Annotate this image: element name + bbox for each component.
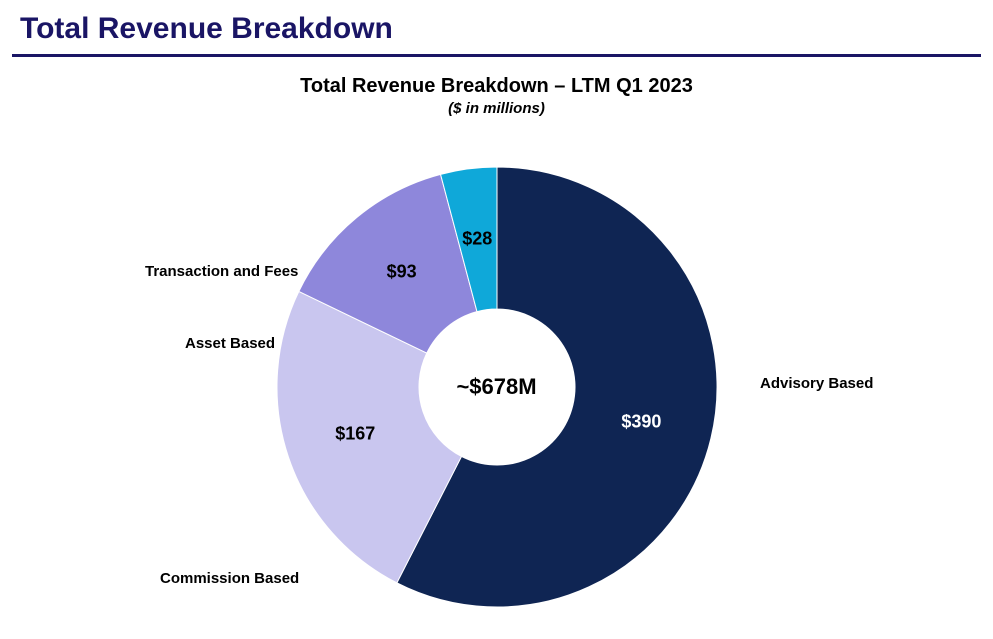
slice-value-asset: $93 <box>387 262 417 283</box>
center-total-label: ~$678M <box>456 374 536 400</box>
slice-value-advisory: $390 <box>621 411 661 432</box>
chart-container: Total Revenue Breakdown – LTM Q1 2023 ($… <box>0 75 993 635</box>
chart-subtitle: ($ in millions) <box>0 100 993 117</box>
slice-value-commission: $167 <box>335 424 375 445</box>
slice-value-transaction: $28 <box>462 229 492 250</box>
chart-title: Total Revenue Breakdown – LTM Q1 2023 <box>0 75 993 98</box>
label-transaction-fees: Transaction and Fees <box>145 263 298 280</box>
page-title: Total Revenue Breakdown <box>0 0 993 54</box>
donut-chart: ~$678M $390 $167 $93 $28 <box>257 147 737 627</box>
label-asset-based: Asset Based <box>185 335 275 352</box>
label-commission-based: Commission Based <box>160 570 299 587</box>
title-underline <box>12 54 981 57</box>
label-advisory-based: Advisory Based <box>760 375 873 392</box>
